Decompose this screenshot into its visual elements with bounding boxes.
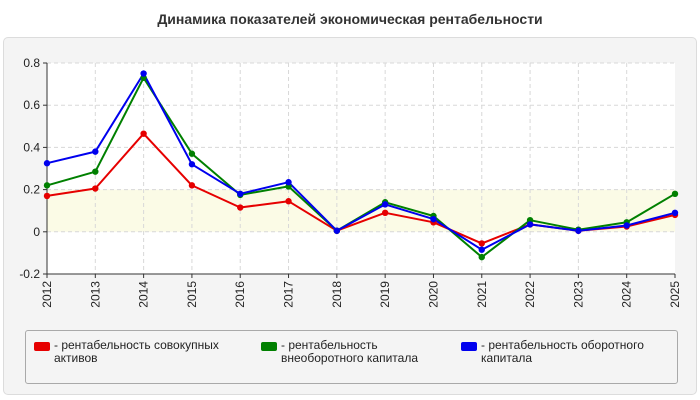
legend-item-assets: - рентабельность совокупных активов <box>34 339 254 365</box>
series-3-point <box>43 160 51 167</box>
x-tick-label: 2024 <box>620 281 634 308</box>
series-3-point <box>285 179 292 186</box>
series-1-point <box>478 240 485 247</box>
series-3-point <box>478 246 485 253</box>
x-tick-label: 2014 <box>137 281 151 308</box>
x-tick-label: 2015 <box>185 281 199 308</box>
x-tick-label: 2018 <box>330 281 344 308</box>
legend-label-assets: - рентабельность совокупных активов <box>54 338 219 365</box>
plot-area <box>47 63 675 274</box>
y-tick-label: 0.8 <box>23 56 40 70</box>
y-tick-label: 0.6 <box>23 98 40 112</box>
series-line-3 <box>46 72 676 251</box>
series-3-point <box>140 70 147 77</box>
series-1-point <box>237 204 244 211</box>
chart-legend: - рентабельность совокупных активов - ре… <box>25 330 678 384</box>
series-3-point <box>237 190 244 198</box>
legend-item-current: - рентабельность оборотного капитала <box>461 339 686 365</box>
series-1-point <box>285 198 292 205</box>
series-2-point <box>188 150 196 157</box>
legend-item-noncurrent: - рентабельность внеоборотного капитала <box>261 339 441 365</box>
y-tick-label: 0 <box>33 225 40 239</box>
x-tick-label: 2023 <box>571 281 585 308</box>
series-3-point <box>188 161 196 168</box>
y-tick-label: 0.4 <box>23 140 40 154</box>
series-2-point <box>478 253 485 261</box>
x-tick-label: 2022 <box>523 281 537 308</box>
legend-label-noncurrent: - рентабельность внеоборотного капитала <box>281 338 418 365</box>
series-3-point <box>381 201 389 208</box>
y-tick-label: -0.2 <box>19 267 40 281</box>
series-3-point <box>333 227 341 234</box>
series-1-point <box>140 130 147 137</box>
series-1-point <box>92 185 99 192</box>
series-2-point <box>43 182 51 189</box>
x-tick-label: 2013 <box>88 281 102 308</box>
x-tick-label: 2025 <box>668 281 682 308</box>
series-1-point <box>188 182 196 189</box>
series-2-point <box>671 190 679 198</box>
legend-swatch-current <box>461 342 477 351</box>
x-tick-label: 2021 <box>475 281 489 308</box>
series-3-point <box>430 215 437 223</box>
series-3-point <box>526 221 534 228</box>
y-tick-label: 0.2 <box>23 183 40 197</box>
legend-swatch-noncurrent <box>261 342 277 351</box>
series-3-point <box>92 148 99 155</box>
x-tick-label: 2017 <box>282 281 296 308</box>
x-tick-label: 2019 <box>378 281 392 308</box>
series-1-point <box>43 192 51 200</box>
series-3-point <box>671 209 679 217</box>
x-tick-label: 2016 <box>233 281 247 308</box>
x-tick-label: 2012 <box>40 281 54 308</box>
legend-label-current: - рентабельность оборотного капитала <box>481 338 644 365</box>
x-tick-label: 2020 <box>426 281 440 308</box>
series-3-point <box>575 227 582 234</box>
series-2-point <box>92 168 99 175</box>
series-3-point <box>623 222 630 229</box>
legend-swatch-assets <box>34 342 50 351</box>
plot-band <box>47 189 675 232</box>
series-1-point <box>381 209 389 217</box>
chart-title: Динамика показателей экономическая рента… <box>157 11 543 27</box>
